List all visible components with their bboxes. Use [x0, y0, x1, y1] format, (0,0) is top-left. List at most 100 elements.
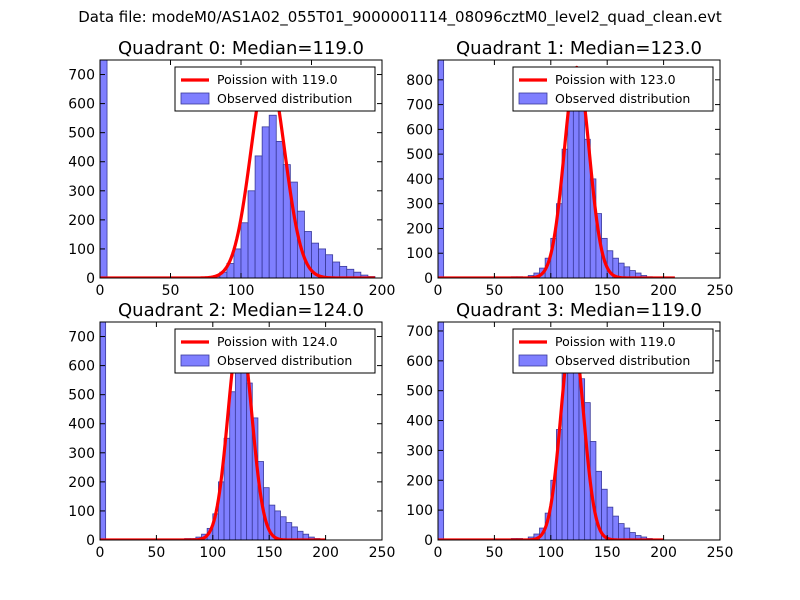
y-tick-label: 800	[406, 73, 433, 89]
legend: Poission with 119.0 Observed distribution	[174, 66, 376, 112]
legend-label-poisson: Poission with 124.0	[217, 334, 338, 349]
y-tick-label: 600	[68, 97, 95, 113]
poisson-curve	[438, 329, 665, 540]
subplot-title: Quadrant 0: Median=119.0	[118, 38, 364, 59]
histogram-bar	[332, 261, 341, 278]
x-tick-label: 100	[199, 545, 226, 561]
histogram-bar	[291, 526, 298, 540]
subplot-title: Quadrant 1: Median=123.0	[456, 38, 702, 59]
y-tick-label: 100	[68, 504, 95, 520]
x-tick-label: 150	[594, 283, 621, 299]
x-tick-label: 150	[256, 545, 283, 561]
x-tick-label: 250	[707, 283, 734, 299]
legend-label-observed: Observed distribution	[555, 353, 690, 368]
legend-label-observed: Observed distribution	[555, 91, 690, 106]
histogram-bar	[578, 89, 586, 278]
histogram-bar	[100, 60, 108, 278]
x-tick-label: 100	[537, 283, 564, 299]
x-tick-label: 0	[434, 283, 443, 299]
histogram-bar	[325, 254, 334, 278]
legend: Poission with 124.0 Observed distribution	[174, 328, 376, 374]
y-tick-label: 700	[68, 68, 95, 84]
x-tick-label: 100	[537, 545, 564, 561]
subplot-title: Quadrant 2: Median=124.0	[118, 300, 364, 321]
histogram-bar	[240, 222, 249, 278]
histogram-bar	[280, 516, 287, 540]
histogram-bar	[285, 522, 293, 540]
y-tick-label: 200	[68, 475, 95, 491]
y-tick-label: 600	[406, 354, 433, 370]
y-tick-label: 300	[406, 197, 433, 213]
axes-frame	[437, 321, 721, 541]
y-tick-label: 100	[406, 246, 433, 262]
histogram-bar	[234, 353, 242, 540]
histogram-bar	[606, 506, 614, 540]
x-tick-label: 0	[434, 545, 443, 561]
histogram-bar	[247, 190, 256, 278]
y-tick-label: 600	[68, 359, 95, 375]
y-tick-label: 500	[68, 126, 95, 142]
legend-label-observed: Observed distribution	[217, 91, 352, 106]
histogram-bar	[233, 248, 242, 278]
y-tick-label: 300	[68, 446, 95, 462]
y-tick-label: 200	[406, 473, 433, 489]
histogram-bar	[261, 126, 270, 278]
y-tick-label: 200	[406, 221, 433, 237]
histogram-bar	[100, 322, 107, 540]
histogram-bar	[339, 265, 348, 278]
y-tick-label: 400	[406, 172, 433, 188]
y-tick-label: 700	[68, 330, 95, 346]
legend-label-observed: Observed distribution	[217, 353, 352, 368]
y-tick-label: 0	[86, 533, 95, 549]
axes-frame	[437, 59, 721, 279]
histogram-bar	[268, 114, 277, 278]
y-tick-label: 600	[406, 122, 433, 138]
histogram-bar	[274, 510, 281, 540]
y-tick-label: 400	[406, 414, 433, 430]
y-tick-label: 100	[68, 242, 95, 258]
y-tick-label: 0	[424, 533, 433, 549]
legend: Poission with 119.0 Observed distribution	[512, 328, 714, 374]
subplot-title: Quadrant 3: Median=119.0	[456, 300, 702, 321]
x-tick-label: 250	[707, 545, 734, 561]
y-tick-label: 700	[406, 98, 433, 114]
x-tick-label: 50	[162, 283, 180, 299]
figure-title: Data file: modeM0/AS1A02_055T01_90000011…	[78, 8, 722, 26]
y-tick-label: 500	[406, 384, 433, 400]
x-tick-label: 200	[650, 545, 677, 561]
legend-bar-swatch	[180, 354, 210, 367]
x-tick-label: 200	[312, 545, 339, 561]
y-tick-label: 0	[86, 271, 95, 287]
subplot-quadrant-3: 0 50 100 150 200 250 0 100 200 300 400 500 600 700 Qua…	[406, 300, 733, 561]
x-tick-label: 150	[594, 545, 621, 561]
legend-bar-swatch	[518, 92, 548, 105]
y-tick-label: 0	[424, 271, 433, 287]
y-tick-label: 400	[68, 155, 95, 171]
legend-label-poisson: Poission with 123.0	[555, 72, 676, 87]
y-tick-label: 400	[68, 417, 95, 433]
legend-bar-swatch	[518, 354, 548, 367]
histogram-bar	[438, 322, 445, 540]
legend-label-poisson: Poission with 119.0	[217, 72, 338, 87]
x-tick-label: 50	[147, 545, 165, 561]
histogram-bar	[567, 104, 574, 278]
subplot-quadrant-1: 0 50 100 150 200 250 0 100 200 300 400 500 600 700 800…	[406, 38, 733, 299]
subplot-quadrant-0: 0 50 100 150 200 0 100 200 300 400 500 600 700 Quadra…	[68, 38, 395, 299]
x-tick-label: 200	[650, 283, 677, 299]
histogram-bar	[618, 523, 625, 540]
histogram-bar	[254, 155, 263, 278]
y-tick-label: 500	[68, 388, 95, 404]
y-tick-label: 500	[406, 147, 433, 163]
x-tick-label: 0	[96, 545, 105, 561]
x-tick-label: 50	[485, 283, 503, 299]
y-tick-label: 300	[406, 443, 433, 459]
x-tick-label: 50	[485, 545, 503, 561]
y-tick-label: 300	[68, 184, 95, 200]
histogram-bar	[318, 248, 326, 278]
x-tick-label: 0	[96, 283, 105, 299]
legend: Poission with 123.0 Observed distribution	[512, 66, 714, 112]
y-tick-label: 200	[68, 213, 95, 229]
x-tick-label: 250	[369, 545, 396, 561]
y-tick-label: 700	[406, 324, 433, 340]
